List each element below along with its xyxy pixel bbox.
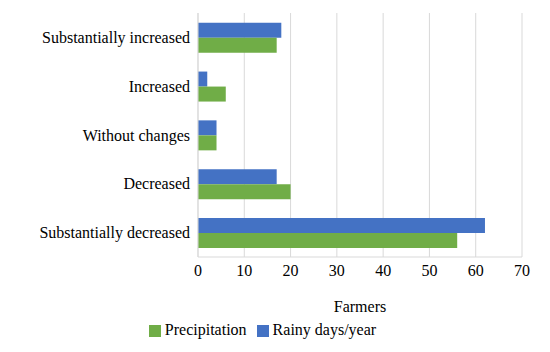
svg-text:10: 10 [236, 262, 252, 279]
html-text:Rainy days/year: Rainy days/year [272, 321, 377, 338]
svg-text:Decreased: Decreased [123, 175, 190, 192]
svg-text:20: 20 [283, 262, 299, 279]
svg-text:Substantially decreased: Substantially decreased [39, 224, 190, 242]
svg-text:Substantially increased: Substantially increased [42, 29, 190, 47]
svg-text:30: 30 [329, 262, 345, 279]
svg-text:60: 60 [468, 262, 484, 279]
svg-text:Farmers: Farmers [334, 298, 386, 315]
svg-text:70: 70 [514, 262, 530, 279]
svg-text:Without changes: Without changes [83, 127, 190, 145]
svg-text:50: 50 [421, 262, 437, 279]
svg-text:40: 40 [375, 262, 391, 279]
svg-text:0: 0 [194, 262, 202, 279]
svg-text:Increased: Increased [129, 78, 190, 95]
html-text:Precipitation: Precipitation [164, 321, 247, 338]
